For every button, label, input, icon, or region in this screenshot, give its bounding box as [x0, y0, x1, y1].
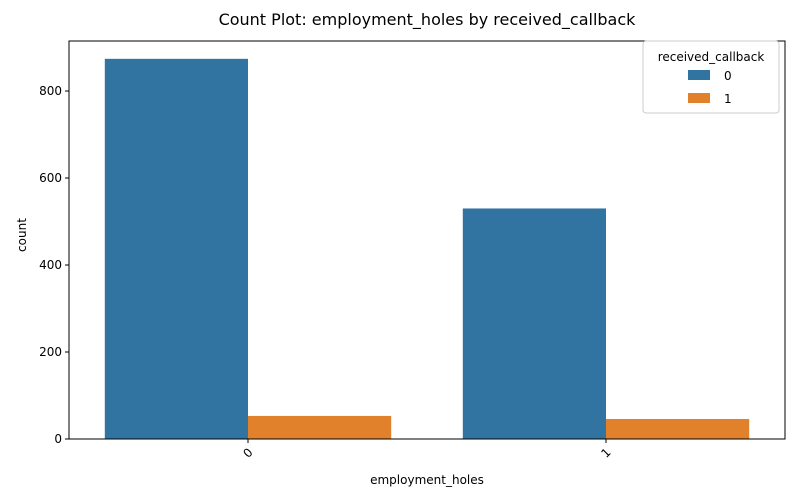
plot-frame	[68, 40, 786, 440]
y-axis-label: count	[15, 218, 29, 252]
y-tick-label-400: 400	[39, 258, 62, 272]
x-tick-label-0: 0	[240, 445, 255, 460]
chart-title: Count Plot: employment_holes by received…	[219, 10, 637, 30]
bar-1-series-1	[606, 418, 750, 439]
bar-0-series-0	[104, 58, 248, 439]
x-tick-label-1: 1	[598, 445, 613, 460]
legend: received_callback 0 1	[642, 40, 780, 114]
legend-frame	[642, 40, 780, 114]
bar-1-series-0	[462, 208, 606, 439]
y-tick-label-200: 200	[39, 345, 62, 359]
legend-title: received_callback	[658, 50, 765, 64]
y-tick-label-600: 600	[39, 171, 62, 185]
legend-swatch-series-1	[688, 93, 710, 103]
x-axis-label: employment_holes	[370, 473, 484, 487]
y-tick-label-0: 0	[54, 432, 62, 446]
plot-area: 0 1 0 200 400 600 800	[39, 40, 786, 461]
legend-label-series-0: 0	[724, 69, 732, 83]
bar-0-series-1	[248, 415, 392, 439]
legend-label-series-1: 1	[724, 92, 732, 106]
y-tick-label-800: 800	[39, 84, 62, 98]
legend-swatch-series-0	[688, 70, 710, 80]
